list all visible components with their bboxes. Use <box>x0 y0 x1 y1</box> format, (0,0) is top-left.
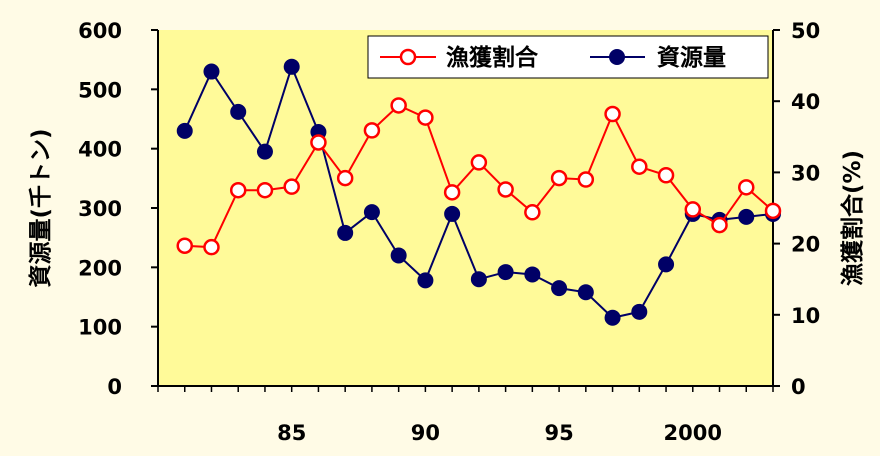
data-point-catch-ratio <box>497 181 514 198</box>
data-point-biomass <box>444 205 461 222</box>
data-point-biomass <box>230 103 247 120</box>
y-left-tick-label: 100 <box>78 316 122 340</box>
data-point-catch-ratio <box>470 154 488 171</box>
data-point-catch-ratio <box>176 237 193 254</box>
legend-label-biomass: 資源量 <box>657 44 726 71</box>
data-point-biomass <box>604 309 621 326</box>
data-point-biomass <box>176 122 193 139</box>
data-point-catch-ratio <box>738 179 755 196</box>
data-point-biomass <box>577 284 594 301</box>
legend-marker-biomass <box>609 49 625 65</box>
data-point-biomass <box>738 208 755 225</box>
y-axis-left-title: 資源量(千トン) <box>27 128 54 287</box>
y-left-tick-label: 500 <box>78 78 122 102</box>
legend-label-catch-ratio: 漁獲割合 <box>446 44 539 71</box>
legend-marker-catch-ratio <box>399 48 417 66</box>
data-point-biomass <box>631 303 648 320</box>
data-point-catch-ratio <box>390 97 407 114</box>
x-tick-label: 90 <box>411 421 440 445</box>
data-point-catch-ratio <box>256 181 274 199</box>
y-left-tick-label: 0 <box>107 375 122 399</box>
data-point-catch-ratio <box>604 105 621 123</box>
data-point-biomass <box>256 143 273 160</box>
data-point-catch-ratio <box>363 122 381 139</box>
data-point-catch-ratio <box>443 184 461 201</box>
y-right-tick-label: 0 <box>791 375 806 399</box>
data-point-catch-ratio <box>417 109 434 126</box>
data-point-catch-ratio <box>631 158 648 175</box>
data-point-catch-ratio <box>577 171 595 188</box>
data-point-catch-ratio <box>229 181 247 199</box>
data-point-catch-ratio <box>657 166 675 184</box>
data-point-catch-ratio <box>711 216 728 234</box>
y-axis-right-title: 漁獲割合(%) <box>839 150 866 286</box>
data-point-biomass <box>658 256 675 273</box>
plot-area <box>158 30 773 386</box>
data-point-biomass <box>551 280 568 297</box>
x-tick-label: 95 <box>544 421 573 445</box>
data-point-catch-ratio <box>684 201 702 218</box>
data-point-catch-ratio <box>524 204 541 221</box>
data-point-catch-ratio <box>550 169 568 187</box>
data-point-biomass <box>524 266 541 283</box>
data-point-biomass <box>470 271 487 288</box>
data-point-catch-ratio <box>310 134 327 151</box>
y-left-tick-label: 400 <box>78 138 122 162</box>
data-point-biomass <box>497 264 514 281</box>
data-point-catch-ratio <box>203 238 220 256</box>
data-point-catch-ratio <box>764 202 782 220</box>
data-point-biomass <box>390 247 407 264</box>
y-right-tick-label: 20 <box>791 233 820 257</box>
y-right-tick-label: 40 <box>791 90 820 114</box>
data-point-biomass <box>203 63 220 80</box>
y-right-tick-label: 10 <box>791 304 820 328</box>
data-point-biomass <box>417 272 434 289</box>
y-right-tick-label: 30 <box>791 161 820 185</box>
legend: 漁獲割合 資源量 <box>367 35 769 79</box>
x-tick-label: 85 <box>277 421 306 445</box>
data-point-catch-ratio <box>336 169 354 187</box>
y-left-tick-label: 300 <box>78 197 122 221</box>
data-point-biomass <box>337 224 354 241</box>
data-point-catch-ratio <box>283 178 300 195</box>
y-left-tick-label: 600 <box>78 19 122 43</box>
y-right-tick-label: 50 <box>791 19 820 43</box>
data-point-biomass <box>363 204 380 221</box>
data-point-biomass <box>283 58 300 75</box>
x-tick-label: 2000 <box>664 421 722 445</box>
y-left-tick-label: 200 <box>78 256 122 280</box>
